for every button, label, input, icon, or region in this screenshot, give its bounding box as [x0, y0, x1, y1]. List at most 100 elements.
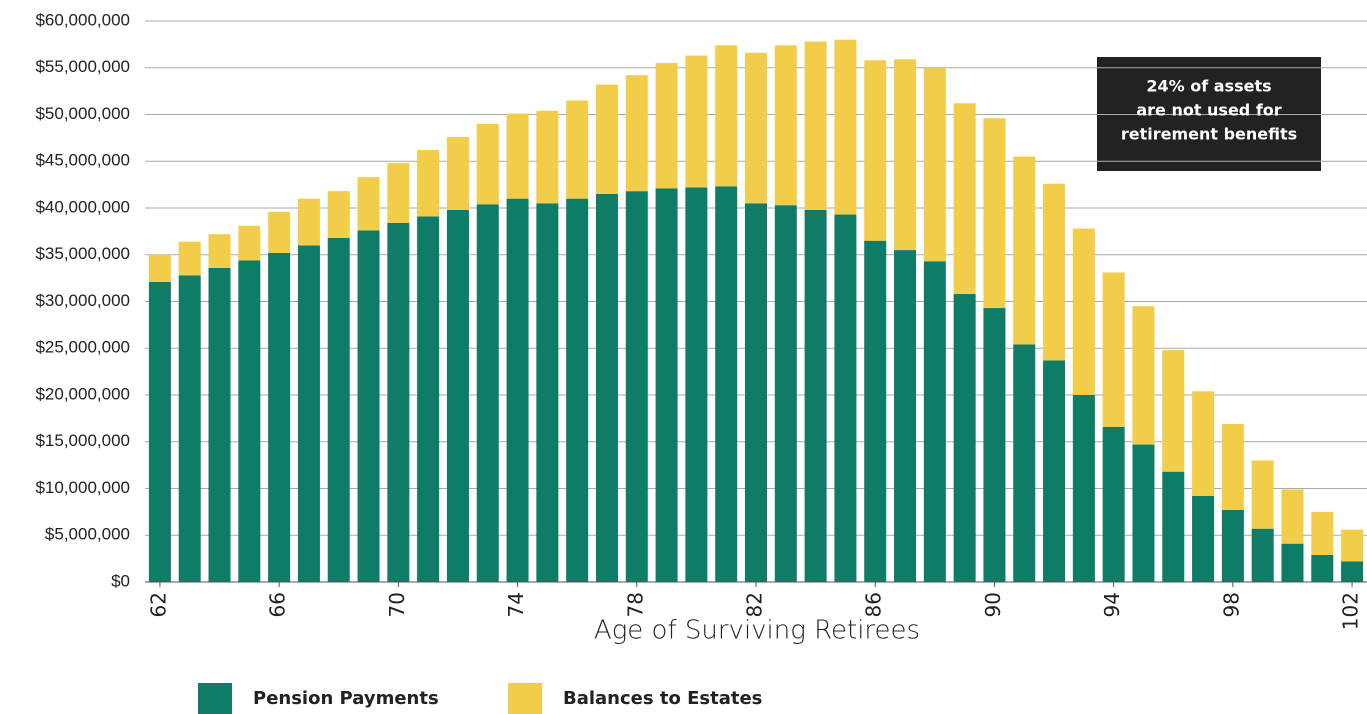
bar-segment	[1311, 554, 1334, 582]
bar-segment	[1221, 510, 1244, 582]
bar-segment	[1162, 350, 1185, 472]
y-tick-label: $30,000,000	[35, 291, 130, 310]
bar-segment	[417, 216, 440, 583]
bar-segment	[208, 234, 231, 268]
bar-segment	[834, 214, 857, 583]
bar-segment	[685, 55, 708, 188]
x-tick-label: 70	[385, 592, 409, 617]
x-tick-label: 90	[981, 592, 1005, 617]
bar-segment	[476, 123, 499, 205]
bar-segment	[953, 294, 976, 582]
bar-segment	[327, 237, 350, 583]
bar-segment	[685, 187, 708, 582]
bar-segment	[625, 75, 648, 192]
bar-segment	[148, 254, 171, 282]
annotation-text: are not used for	[1136, 101, 1281, 120]
bar-segment	[238, 225, 261, 261]
y-tick-label: $15,000,000	[35, 431, 130, 450]
bar-segment	[774, 205, 797, 582]
bar-segment	[1072, 228, 1095, 395]
y-tick-label: $0	[111, 571, 130, 590]
y-tick-label: $55,000,000	[35, 57, 130, 76]
bar-segment	[1251, 460, 1274, 529]
bar-segment	[446, 136, 469, 210]
x-tick-label: 82	[743, 592, 767, 617]
bar-segment	[446, 209, 469, 582]
bar-segment	[983, 308, 1006, 582]
bar-segment	[1251, 528, 1274, 582]
bar-segment	[357, 230, 380, 582]
bar-segment	[506, 113, 529, 199]
x-tick-label: 66	[266, 592, 290, 617]
y-tick-label: $5,000,000	[45, 525, 130, 544]
legend-swatch	[508, 683, 542, 714]
bar-segment	[804, 209, 827, 582]
bar-segment	[595, 193, 618, 582]
bar-segment	[536, 203, 559, 582]
bar-segment	[357, 177, 380, 231]
bar-segment	[983, 118, 1006, 309]
legend-label: Balances to Estates	[563, 688, 762, 709]
annotation-text: 24% of assets	[1146, 77, 1271, 96]
bar-segment	[178, 241, 201, 276]
annotation-text: retirement benefits	[1121, 125, 1297, 144]
bar-segment	[1102, 272, 1125, 427]
bar-segment	[864, 240, 887, 582]
bar-segment	[148, 281, 171, 582]
y-tick-label: $45,000,000	[35, 151, 130, 170]
y-tick-label: $35,000,000	[35, 244, 130, 263]
bar-segment	[1192, 495, 1215, 582]
bar-segment	[238, 260, 261, 582]
legend-swatch	[198, 683, 232, 714]
bar-segment	[953, 103, 976, 295]
bar-segment	[566, 198, 589, 582]
bar-segment	[894, 250, 917, 582]
x-tick-label: 86	[862, 592, 886, 617]
x-tick-label: 102	[1339, 592, 1363, 630]
bar-segment	[894, 59, 917, 251]
x-tick-label: 98	[1219, 592, 1243, 617]
bar-segment	[1281, 543, 1304, 582]
bar-segment	[1221, 423, 1244, 511]
bar-segment	[1132, 444, 1155, 582]
bar-segment	[1162, 471, 1185, 582]
y-tick-label: $40,000,000	[35, 197, 130, 216]
bar-segment	[804, 41, 827, 210]
bar-segment	[1341, 561, 1364, 582]
bar-segment	[387, 222, 410, 582]
bar-segment	[1281, 489, 1304, 544]
bar-segment	[268, 211, 291, 253]
bar-segment	[1192, 391, 1215, 496]
x-axis-label: Age of Surviving Retirees	[594, 616, 920, 646]
bar-segment	[864, 60, 887, 241]
bar-segment	[297, 198, 320, 246]
bar-segment	[1013, 344, 1036, 582]
bar-segment	[1043, 360, 1066, 582]
bar-segment	[715, 186, 738, 582]
x-tick-label: 62	[146, 592, 170, 617]
bar-segment	[1311, 511, 1334, 555]
bar-segment	[595, 84, 618, 194]
bar-segment	[715, 45, 738, 187]
x-tick-label: 94	[1100, 592, 1124, 617]
legend-label: Pension Payments	[253, 688, 439, 709]
bar-segment	[208, 267, 231, 582]
bar-segment	[297, 245, 320, 582]
x-tick-label: 78	[623, 592, 647, 617]
bar-segment	[745, 203, 767, 582]
bar-segment	[417, 150, 440, 217]
bar-segment	[1132, 306, 1155, 445]
y-tick-label: $25,000,000	[35, 338, 130, 357]
bar-segment	[774, 45, 797, 206]
bar-segment	[923, 67, 946, 262]
bar-segment	[327, 191, 350, 238]
x-tick-label: 74	[504, 592, 528, 617]
bar-segment	[506, 198, 529, 582]
bar-segment	[178, 275, 201, 582]
y-tick-label: $10,000,000	[35, 478, 130, 497]
bar-segment	[268, 252, 291, 582]
bar-segment	[625, 191, 648, 583]
bar-segment	[536, 110, 559, 204]
bar-segment	[1013, 156, 1036, 345]
